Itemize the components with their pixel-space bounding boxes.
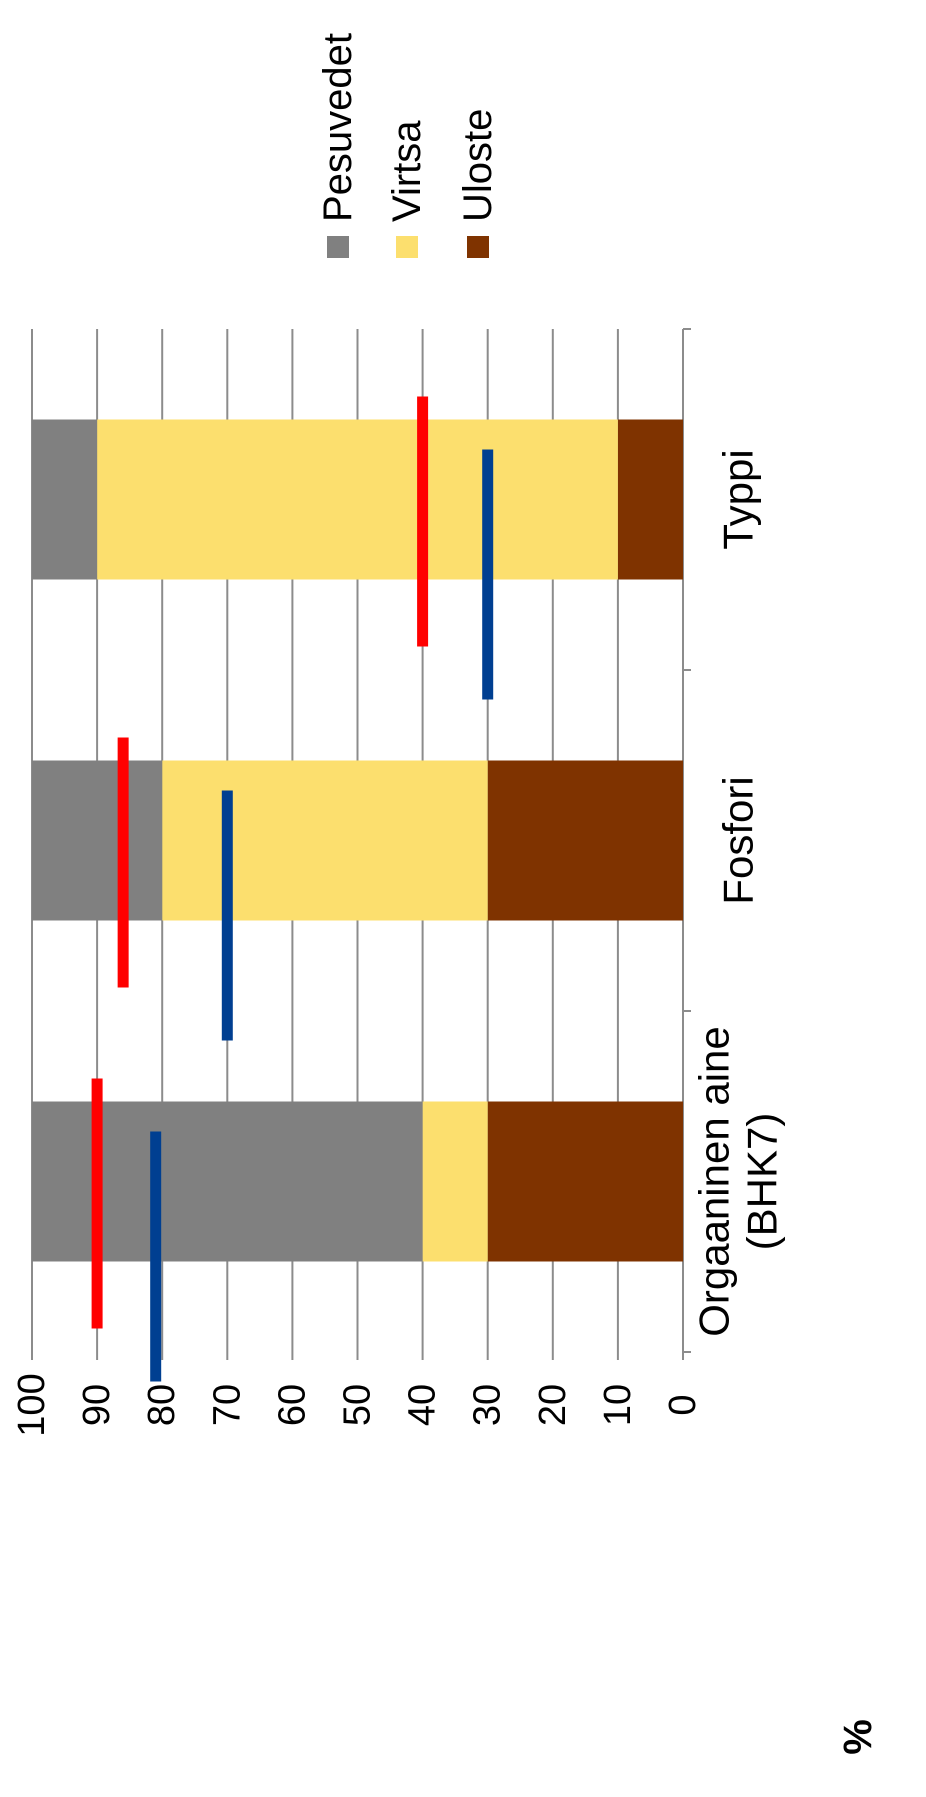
legend-swatch-pesuvedet — [327, 236, 349, 258]
category-label: Fosfori — [715, 776, 762, 904]
legend-swatch-virtsa — [396, 236, 418, 258]
legend-swatch-uloste — [467, 236, 489, 258]
bar-virtsa-orgaaninen-aine-bhk7 — [422, 1101, 488, 1262]
value-tick-label: 80 — [141, 1384, 183, 1426]
bar-pesuvedet-orgaaninen-aine-bhk7 — [32, 1101, 423, 1262]
legend-label-pesuvedet: Pesuvedet — [316, 33, 360, 222]
legend: Pesuvedet Virtsa Uloste — [316, 33, 500, 258]
bar-uloste-typpi — [617, 419, 683, 580]
chart-text: 0 10 20 30 40 50 60 70 80 90 100 Orgaaninen aine (BH… — [11, 449, 880, 1754]
legend-label-uloste: Uloste — [456, 109, 500, 222]
category-label: Typpi — [715, 449, 762, 549]
legend-label-virtsa: Virtsa — [385, 120, 429, 222]
value-tick-label: 90 — [76, 1384, 118, 1426]
category-label: Orgaaninen aine — [691, 1026, 738, 1337]
value-tick-label: 70 — [206, 1384, 248, 1426]
value-tick-label: 30 — [467, 1384, 509, 1426]
value-tick-label: 0 — [662, 1394, 704, 1415]
bar-pesuvedet-fosfori — [32, 760, 163, 921]
value-tick-label: 50 — [337, 1384, 379, 1426]
value-tick-label: 60 — [271, 1384, 313, 1426]
value-tick-label: 10 — [597, 1384, 639, 1426]
bar-virtsa-fosfori — [162, 760, 488, 921]
category-label: (BHK7) — [739, 1113, 786, 1251]
value-tick-label: 40 — [402, 1384, 444, 1426]
bar-virtsa-typpi — [97, 419, 618, 580]
value-tick-label: 20 — [532, 1384, 574, 1426]
chart-marks — [32, 396, 683, 1382]
bar-uloste-fosfori — [487, 760, 683, 921]
value-tick-label: 100 — [11, 1373, 53, 1436]
y-axis-title: % — [836, 1719, 880, 1755]
bar-pesuvedet-typpi — [32, 419, 98, 580]
bar-uloste-orgaaninen-aine-bhk7 — [487, 1101, 683, 1262]
